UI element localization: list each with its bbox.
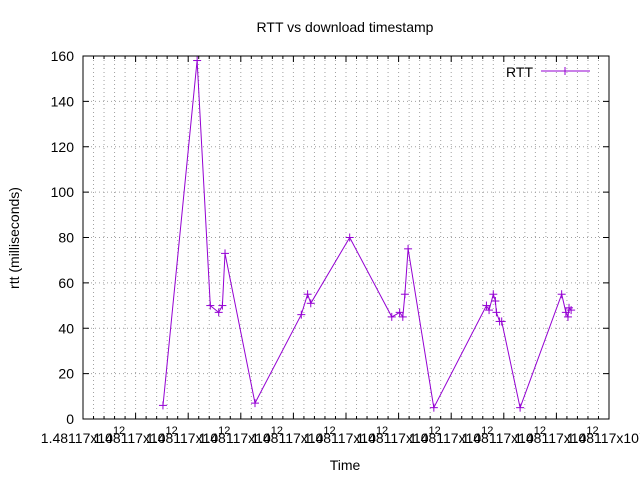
x-tick-label: 1.48117x1012 (251, 425, 335, 446)
y-tick-label: 120 (51, 139, 75, 155)
x-tick-label: 1.48117x1012 (514, 425, 598, 446)
x-tick-label: 1.48117x1012 (356, 425, 440, 446)
y-tick-label: 140 (51, 93, 75, 109)
data-point (387, 312, 396, 321)
data-point (218, 301, 227, 310)
data-point (497, 317, 506, 326)
y-tick-label: 40 (58, 320, 74, 336)
label-layer: 0204060801001201401601.48117x10121.48117… (41, 48, 640, 446)
y-tick-label: 20 (58, 366, 74, 382)
data-point (567, 306, 576, 315)
legend: RTT (506, 64, 590, 80)
data-point (561, 308, 570, 317)
x-tick-label: 1.48117x1012 (146, 425, 230, 446)
x-tick-label: 1.48117x1012 (41, 425, 125, 446)
data-point (206, 301, 215, 310)
grid-layer (83, 56, 609, 419)
plot-frame (82, 55, 610, 420)
data-point (400, 290, 409, 299)
x-tick-label: 1.48117x1012 (462, 425, 546, 446)
series-line-rtt (162, 60, 572, 410)
data-point (516, 403, 525, 412)
y-tick-label: 60 (58, 275, 74, 291)
data-point (557, 290, 566, 299)
data-point (429, 403, 438, 412)
data-point (221, 249, 230, 258)
data-point (404, 244, 413, 253)
data-point (485, 306, 494, 315)
y-tick-label: 160 (51, 48, 75, 64)
data-point (395, 308, 404, 317)
y-tick-label: 100 (51, 184, 75, 200)
y-axis-label: rtt (milliseconds) (6, 187, 22, 289)
data-point (303, 290, 312, 299)
x-tick-label: 1.48117x1012 (567, 425, 640, 446)
y-tick-label: 80 (58, 230, 74, 246)
data-point (214, 308, 223, 317)
x-tick-label: 1.48117x1012 (199, 425, 283, 446)
x-axis-label: Time (330, 457, 361, 473)
data-point (492, 308, 501, 317)
x-tick-label: 1.48117x1012 (409, 425, 493, 446)
x-tick-label: 1.48117x1012 (93, 425, 177, 446)
legend-label-rtt: RTT (506, 64, 533, 80)
chart-title: RTT vs download timestamp (257, 19, 434, 35)
data-point (482, 301, 491, 310)
y-tick-label: 0 (66, 411, 74, 427)
data-point (563, 312, 572, 321)
data-point (489, 290, 498, 299)
data-point (193, 56, 202, 65)
legend-marker-rtt (561, 67, 569, 75)
data-point (297, 310, 306, 319)
series-layer (158, 56, 576, 412)
data-point (345, 233, 354, 242)
data-point (158, 401, 167, 410)
data-point (491, 297, 500, 306)
x-tick-label: 1.48117x1012 (304, 425, 388, 446)
data-point (251, 399, 260, 408)
data-point (398, 312, 407, 321)
data-point (306, 299, 315, 308)
